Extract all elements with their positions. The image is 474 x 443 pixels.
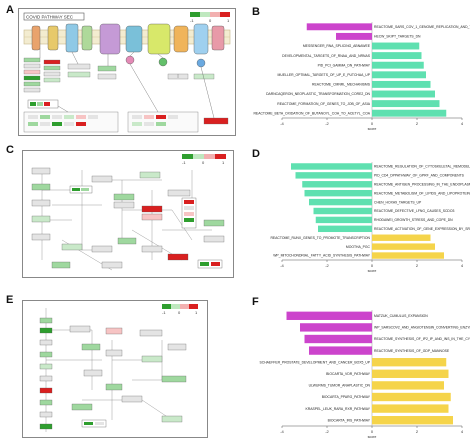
x-tick-label: 0	[371, 121, 374, 126]
bar-label: RHODAWEI_GROWTH_STRESS_AND_COPE_DN	[374, 218, 453, 222]
bar-label: MUELLER_OPTIMAL_TARGETS_OF_UP_E_PUTCHAA_…	[278, 73, 371, 77]
bar	[372, 358, 446, 366]
x-tick-label: -2	[325, 429, 329, 434]
bar	[372, 235, 431, 241]
bar	[287, 312, 373, 320]
bar	[305, 335, 373, 343]
bar-label: REACTOME_BETA_OXIDATION_OF_BUTANOYL_COA_…	[253, 111, 370, 115]
bar-label: REACTOME_SYNTHESIS_OF_IP2_IP_AND_INS_IN_…	[374, 337, 470, 341]
pathway-diagram-c: -1 0 1	[22, 150, 234, 278]
panel-label-e: E	[6, 294, 13, 306]
bar-label: REACTOME_DEFECTIVE_LFNG_CAUSES_SCDO3	[374, 209, 455, 213]
x-tick-label: 4	[461, 263, 464, 268]
bar-chart-f: MATZUK_CUMULUS_EXPANSION WP_SARSCOV2_AND_…	[252, 308, 470, 440]
bar	[305, 190, 373, 196]
x-tick-label: 0	[371, 263, 374, 268]
x-tick-label: -4	[280, 429, 284, 434]
bar	[309, 199, 372, 205]
bar-label: BIOCARTA_PPARG_PATHWAY	[322, 395, 371, 399]
bar	[372, 100, 440, 107]
x-tick-label: 2	[416, 429, 419, 434]
bar	[372, 62, 424, 69]
x-tick-label: 4	[461, 429, 464, 434]
panel-label-f: F	[252, 296, 259, 308]
bar	[372, 381, 444, 389]
panel-label-b: B	[252, 6, 260, 18]
bar	[372, 393, 451, 401]
pathway-diagram-e: -1 0 1	[22, 300, 208, 438]
bar-label: REACTOME_ACTIVATION_OF_GENE_EXPRESSION_B…	[374, 227, 470, 231]
pathway-a-title: COVID PATHWAY SEC	[26, 15, 74, 20]
panel-label-c: C	[6, 144, 14, 156]
x-tick-label: 2	[416, 121, 419, 126]
bar-label: BIOCARTA_VDR_PATHWAY	[326, 372, 371, 376]
bar	[314, 208, 373, 214]
bar-label: SCHAEFFER_PROSTATE_DEVELOPMENT_AND_CANCE…	[260, 360, 371, 364]
bar-label: MOOTHA_PGC	[346, 245, 371, 249]
x-tick-label: -4	[280, 121, 284, 126]
bar-label: WP_MITOCHONDRIAL_FATTY_ACID_SYNTHESIS_PA…	[273, 254, 371, 258]
bar	[316, 217, 372, 223]
bar-label: REACTOME_RUNX_GENES_TO_PROMOTE_TRANSCRIP…	[270, 236, 370, 240]
bar	[372, 110, 446, 117]
bar-chart-b: REACTOME_SARS_COV_1_GENOME_REPLICATION_A…	[252, 20, 470, 132]
bar-label: REACTOME_METABOLISM_OF_LIPIDS_AND_LIPOPR…	[374, 191, 470, 195]
x-axis-label: score	[368, 435, 377, 439]
x-tick-label: 4	[461, 121, 464, 126]
bar	[318, 226, 372, 232]
bar	[372, 416, 453, 424]
pathway-diagram-a: COVID PATHWAY SEC -1 0 1	[18, 8, 236, 136]
bar-chart-d: REACTOME_REGULATION_OF_CYTOSKELETAL_REMO…	[252, 160, 470, 274]
bar-label: CHEN_HOXA9_TARGETS_UP	[374, 200, 422, 204]
bar	[372, 370, 449, 378]
bar	[372, 43, 419, 50]
panel-label-d: D	[252, 148, 260, 160]
bar-label: MATZUK_CUMULUS_EXPANSION	[374, 314, 428, 318]
bar-label: WP_SARSCOV2_AND_ANGIOTENSIN_CONVERTING_E…	[374, 326, 470, 330]
bar	[372, 91, 435, 98]
x-tick-label: -4	[280, 263, 284, 268]
bar	[372, 81, 431, 88]
bar-label: ULWURMS_TUMOR_ANAPLASTIC_DN	[309, 384, 371, 388]
bar	[309, 346, 372, 354]
x-tick-label: 2	[416, 263, 419, 268]
bar	[336, 33, 372, 40]
bar-label: REACTOME_SYNTHESIS_OF_GDP_MANNOSE	[374, 349, 450, 353]
bar	[291, 163, 372, 169]
panel-label-a: A	[6, 4, 14, 16]
bar-label: REACTOME_REGULATION_OF_CYTOSKELETAL_REMO…	[374, 165, 470, 169]
bar	[296, 172, 373, 178]
bar	[372, 404, 449, 412]
bar-label: REACTOME_SARS_COV_1_GENOME_REPLICATION_A…	[374, 25, 470, 29]
bar-label: PID_CD4_DPPATHWAY_OF_GPRF_AND_COMPONENTS	[374, 174, 465, 178]
bar-label: BIOCARTA_IRS_PATHWAY	[328, 418, 371, 422]
bar-label: MESSENGER_RNA_SPLICING_ABNAWEE	[303, 44, 371, 48]
x-tick-label: 0	[371, 429, 374, 434]
bar-label: KRASPEL_LEUK_RARA_RXR_PATHWAY	[305, 407, 370, 411]
bar-label: REACTOME_ANTIGEN_PROCESSING_IN_THE_ENDOP…	[374, 182, 470, 186]
bar-label: DARNCAQERON_NEOPLASTIC_TRANSFORMATION_CO…	[266, 92, 370, 96]
bar	[372, 71, 426, 78]
x-tick-label: -2	[325, 263, 329, 268]
bar	[300, 323, 372, 331]
x-axis-label: score	[368, 127, 377, 131]
bar	[302, 181, 372, 187]
bar-label: DEVELOPMENTAL_TARGETS_OF_RNAA_AND_NRNAS	[282, 54, 371, 58]
bar-label: HECW_SKIPT_TARGETS_DN	[374, 35, 421, 39]
x-tick-label: -2	[325, 121, 329, 126]
bar	[372, 252, 444, 258]
bar-label: REACTOME_CMNRL_MECHANISMS	[312, 83, 371, 87]
bar-label: PID_PCI_GAMMA_DN_PATHWAY	[318, 63, 371, 67]
bar	[307, 23, 372, 30]
bar	[372, 52, 422, 59]
bar-label: REACTOME_FORMATION_OF_GENES_TO_JOB_OF_AS…	[277, 102, 370, 106]
bar	[372, 243, 435, 249]
x-axis-label: score	[368, 269, 377, 273]
